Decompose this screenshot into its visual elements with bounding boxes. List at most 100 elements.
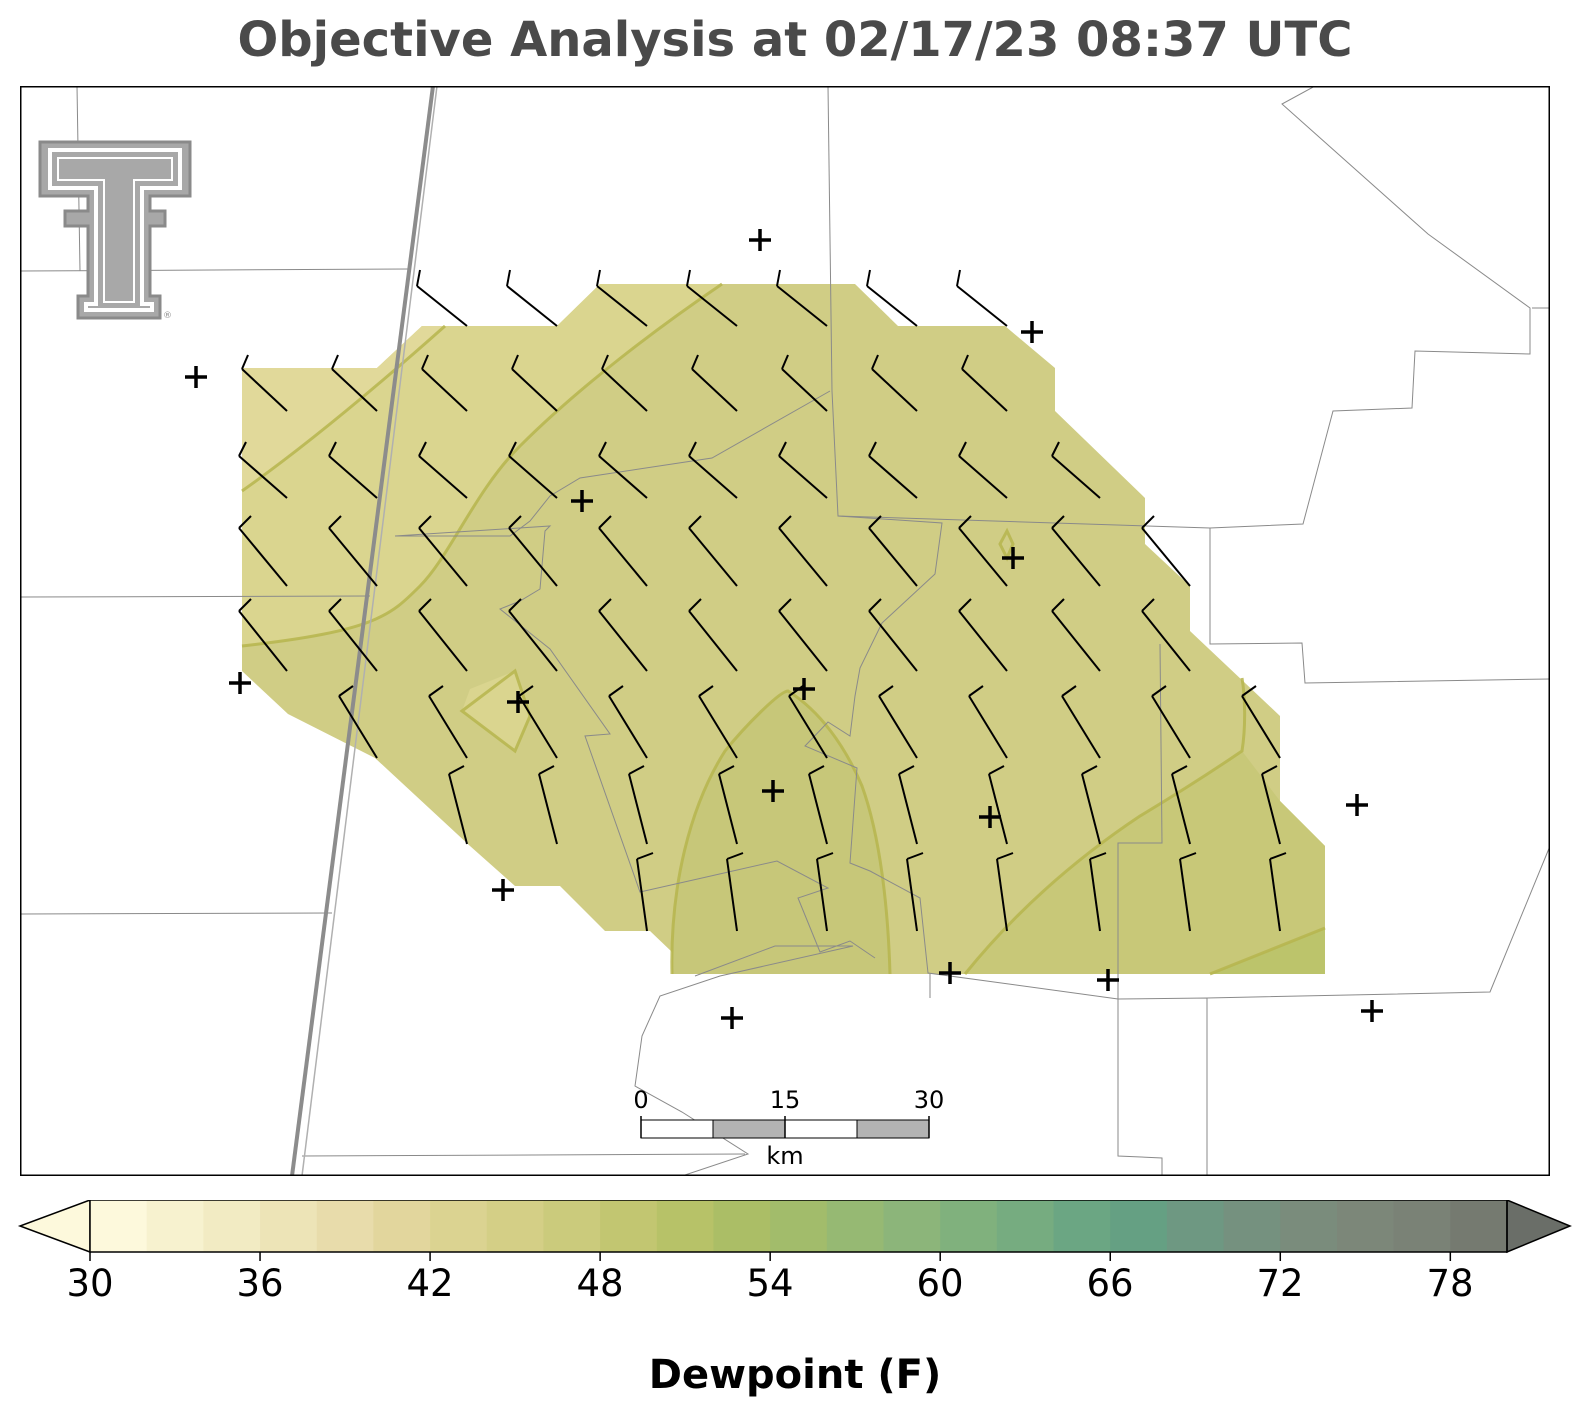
wind-barb-flag [328, 515, 342, 529]
wind-barb-staff [958, 610, 1008, 672]
wind-barb-staff [508, 610, 558, 672]
colorbar-swatch [1166, 1200, 1225, 1252]
plus-marker [1002, 547, 1024, 569]
colorbar-swatch [1053, 1200, 1111, 1252]
wind-barb-flag [538, 765, 555, 775]
wind-barb [778, 598, 828, 672]
wind-barb-staff [1269, 858, 1281, 932]
wind-barb [608, 685, 648, 759]
wind-barb-staff [601, 368, 648, 412]
county-boundary-line [395, 390, 831, 537]
colorbar-tick-label-42: 42 [406, 1262, 453, 1305]
wind-barb [636, 852, 654, 932]
wind-barbs [238, 269, 1287, 932]
wind-barb-flag [418, 598, 432, 612]
wind-barb-staff [1141, 610, 1191, 672]
colorbar-swatch [373, 1200, 431, 1252]
plus-marker [749, 229, 771, 251]
wind-barb [1051, 515, 1101, 587]
wind-barb [508, 598, 558, 672]
wind-barb-flag [868, 515, 882, 529]
wind-barb-staff [511, 368, 558, 412]
wind-barb-flag [688, 598, 702, 612]
wind-barb-staff [688, 455, 738, 499]
colorbar-swatch [600, 1200, 658, 1252]
plus-marker [1361, 1000, 1383, 1022]
wind-barb [816, 852, 834, 932]
wind-barb-staff [691, 368, 738, 412]
wind-barb [1061, 685, 1101, 759]
wind-barb-flag [338, 685, 354, 697]
wind-barb [418, 441, 468, 499]
wind-barb-flag [718, 765, 735, 775]
wind-barb-staff [338, 695, 378, 759]
wind-barb-flag [958, 515, 972, 529]
wind-barb-flag [778, 441, 787, 457]
dewpoint-contour-line [963, 677, 1247, 975]
plus-marker [1346, 794, 1368, 816]
wind-barb-staff [596, 285, 648, 327]
county-boundary-line [20, 595, 371, 598]
wind-barb [688, 515, 738, 587]
state-boundary-line [290, 86, 435, 1176]
colorbar-tick-label-36: 36 [236, 1262, 283, 1305]
wind-barb [416, 269, 468, 327]
colorbar-tick-label-78: 78 [1426, 1262, 1473, 1305]
colorbar-swatch [1223, 1200, 1281, 1252]
colorbar-swatch [146, 1200, 204, 1252]
colorbar-outline [89, 1200, 1508, 1253]
wind-barb-staff [418, 455, 468, 499]
plus-marker [1021, 321, 1043, 343]
wind-barb-staff [328, 527, 378, 587]
wind-barb-staff [1081, 773, 1101, 845]
wind-barb [866, 269, 918, 327]
wind-barb [868, 515, 918, 587]
wind-barb [511, 354, 558, 412]
wind-barb [956, 269, 1008, 327]
wind-barb-flag [598, 598, 612, 612]
wind-barb-staff [988, 773, 1008, 845]
wind-barb [1051, 441, 1101, 499]
wind-barb [241, 354, 288, 412]
colorbar-label: Dewpoint (F) [648, 1352, 942, 1398]
wind-barb-flag [898, 765, 915, 775]
wind-barb-flag [421, 354, 429, 370]
wind-barb-flag [628, 765, 645, 775]
wind-barb-flag [686, 269, 691, 287]
wind-barb-flag [238, 598, 252, 612]
shaded-region-46-48 [242, 284, 1325, 974]
wind-barb-staff [1141, 527, 1191, 587]
wind-barb-flag [956, 269, 961, 287]
wind-barb-staff [1051, 527, 1101, 587]
wind-barb [1141, 598, 1191, 672]
colorbar-swatch [656, 1200, 715, 1252]
colorbar-swatch [883, 1200, 941, 1252]
wind-barb-flag [958, 598, 972, 612]
wind-barb-staff [416, 285, 468, 327]
wind-barb-staff [1051, 610, 1101, 672]
wind-barb [421, 354, 468, 412]
wind-barb-staff [906, 858, 918, 932]
county-boundary-line [20, 268, 411, 272]
wind-barb-staff [778, 455, 828, 499]
wind-barb-staff [866, 285, 918, 327]
wind-barb [538, 765, 558, 845]
colorbar-swatch [1336, 1200, 1395, 1252]
wind-barb [1151, 685, 1191, 759]
wind-barb-staff [328, 455, 378, 499]
plus-marker [1097, 969, 1119, 991]
colorbar-tick-label-60: 60 [916, 1262, 963, 1305]
wind-barb-flag [988, 765, 1005, 775]
wind-barb-staff [448, 773, 468, 845]
wind-barb-flag [778, 515, 792, 529]
county-boundary-line [394, 525, 876, 959]
plus-marker [185, 366, 207, 388]
plus-marker [571, 490, 593, 512]
dewpoint-contour-line [670, 689, 892, 975]
wind-barb [688, 441, 738, 499]
wind-barb [418, 598, 468, 672]
logo-registered-mark: ® [163, 311, 172, 321]
colorbar-tick-label-66: 66 [1086, 1262, 1133, 1305]
colorbar-swatch [1450, 1200, 1508, 1252]
colorbar-swatch [770, 1200, 828, 1252]
